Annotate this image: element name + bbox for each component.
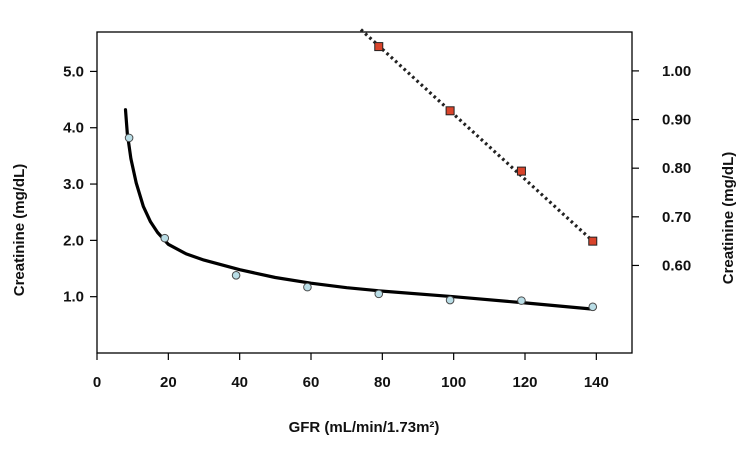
right-y-tick-label: 0.90 [662,112,691,129]
x-tick-label: 40 [231,374,248,391]
x-tick-label: 0 [93,374,101,391]
x-tick-label: 140 [584,374,609,391]
dotted-fit-line [359,28,594,243]
data-point-circle [124,133,134,143]
data-point-square [445,106,455,116]
right-y-tick-label: 1.00 [662,63,691,80]
left-y-axis: 1.0 2.0 3.0 4.0 5.0 [63,63,97,306]
data-point-circle [445,295,455,305]
data-point-circle [303,282,312,292]
left-y-axis-title: Creatinine (mg/dL) [11,164,28,297]
right-y-tick-label: 0.60 [662,257,691,274]
right-y-axis: 0.60 0.70 0.80 0.90 1.00 [632,63,691,274]
fit-curve [123,108,595,311]
x-axis-title: GFR (mL/min/1.73m²) [289,419,440,436]
left-y-tick-label: 3.0 [63,176,84,193]
data-point-circle [588,302,598,312]
right-y-axis-title: Creatinine (mg/dL) [720,152,737,285]
data-point-square [374,42,384,52]
right-y-tick-label: 0.70 [662,209,691,226]
data-point-square [516,166,526,176]
data-point-square [588,236,598,246]
x-axis: 0 20 40 60 80 100 120 140 [93,353,609,391]
x-tick-label: 100 [441,374,466,391]
left-y-tick-label: 4.0 [63,120,84,137]
data-point-circle [160,233,170,243]
x-tick-label: 80 [374,374,391,391]
x-tick-label: 120 [512,374,537,391]
plot-frame [96,31,633,354]
left-y-tick-label: 5.0 [63,63,84,80]
x-tick-label: 20 [160,374,177,391]
left-y-tick-label: 2.0 [63,232,84,249]
data-point-circle [231,270,241,280]
series-layer [123,28,598,312]
right-y-tick-label: 0.80 [662,160,691,177]
data-point-circle [517,296,526,305]
left-y-tick-label: 1.0 [63,289,84,306]
x-tick-label: 60 [303,374,320,391]
data-point-circle [374,289,384,299]
